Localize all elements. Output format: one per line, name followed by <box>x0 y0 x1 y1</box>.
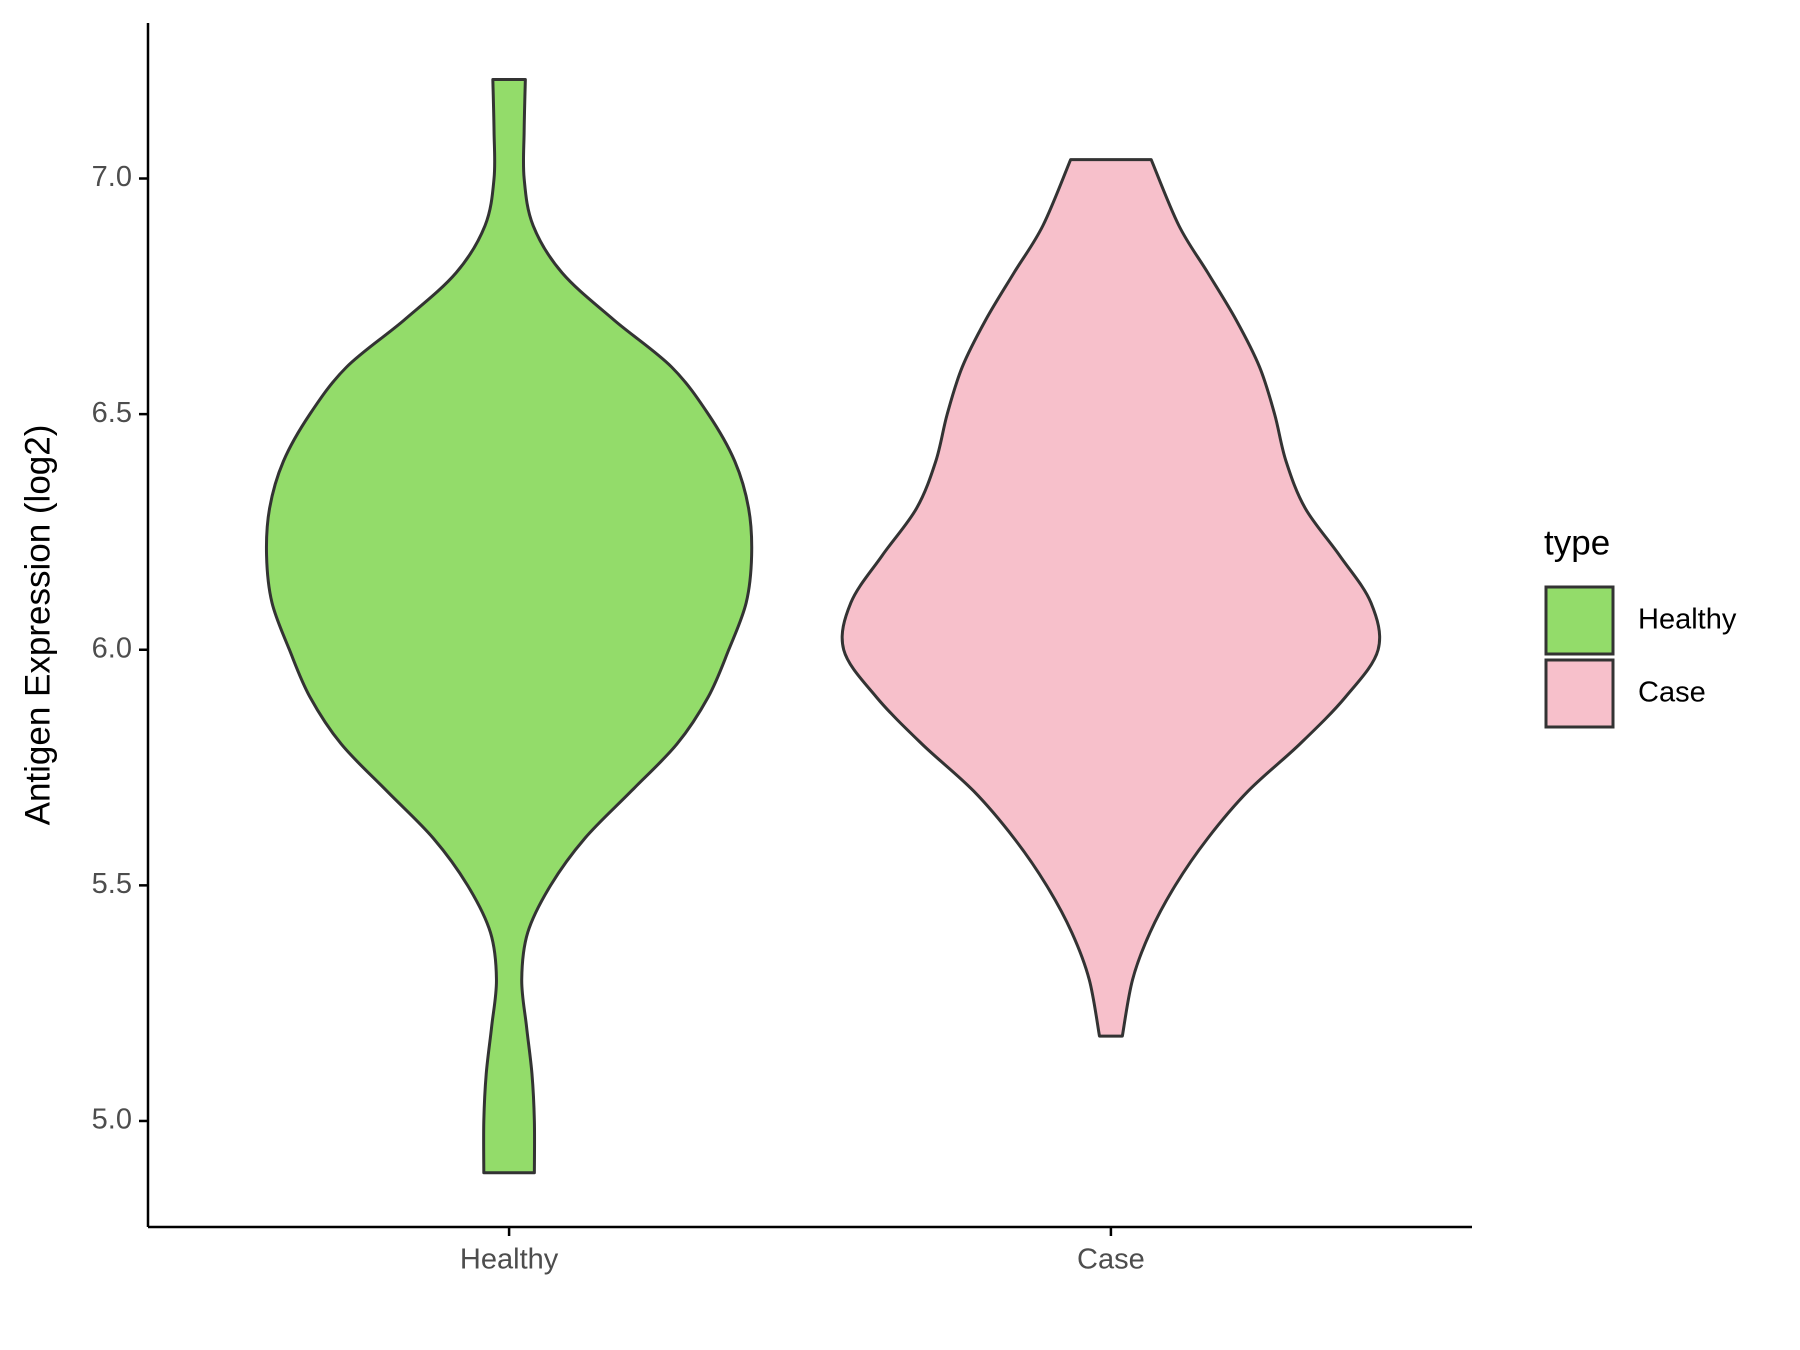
y-tick-label: 6.5 <box>92 397 132 429</box>
x-tick-label: Healthy <box>460 1244 559 1276</box>
legend-label: Healthy <box>1638 604 1737 636</box>
y-tick-label: 7.0 <box>92 161 132 193</box>
violin <box>840 158 1382 1038</box>
x-tick-label: Case <box>1077 1244 1145 1276</box>
legend-label: Case <box>1638 677 1706 709</box>
y-tick-label: 5.5 <box>92 868 132 900</box>
y-tick-label: 6.0 <box>92 632 132 664</box>
y-axis-title: Antigen Expression (log2) <box>18 425 57 826</box>
legend-title: type <box>1544 523 1610 562</box>
violin <box>264 78 754 1175</box>
legend-key <box>1544 658 1615 729</box>
legend-key <box>1544 585 1615 656</box>
y-tick-label: 5.0 <box>92 1104 132 1136</box>
